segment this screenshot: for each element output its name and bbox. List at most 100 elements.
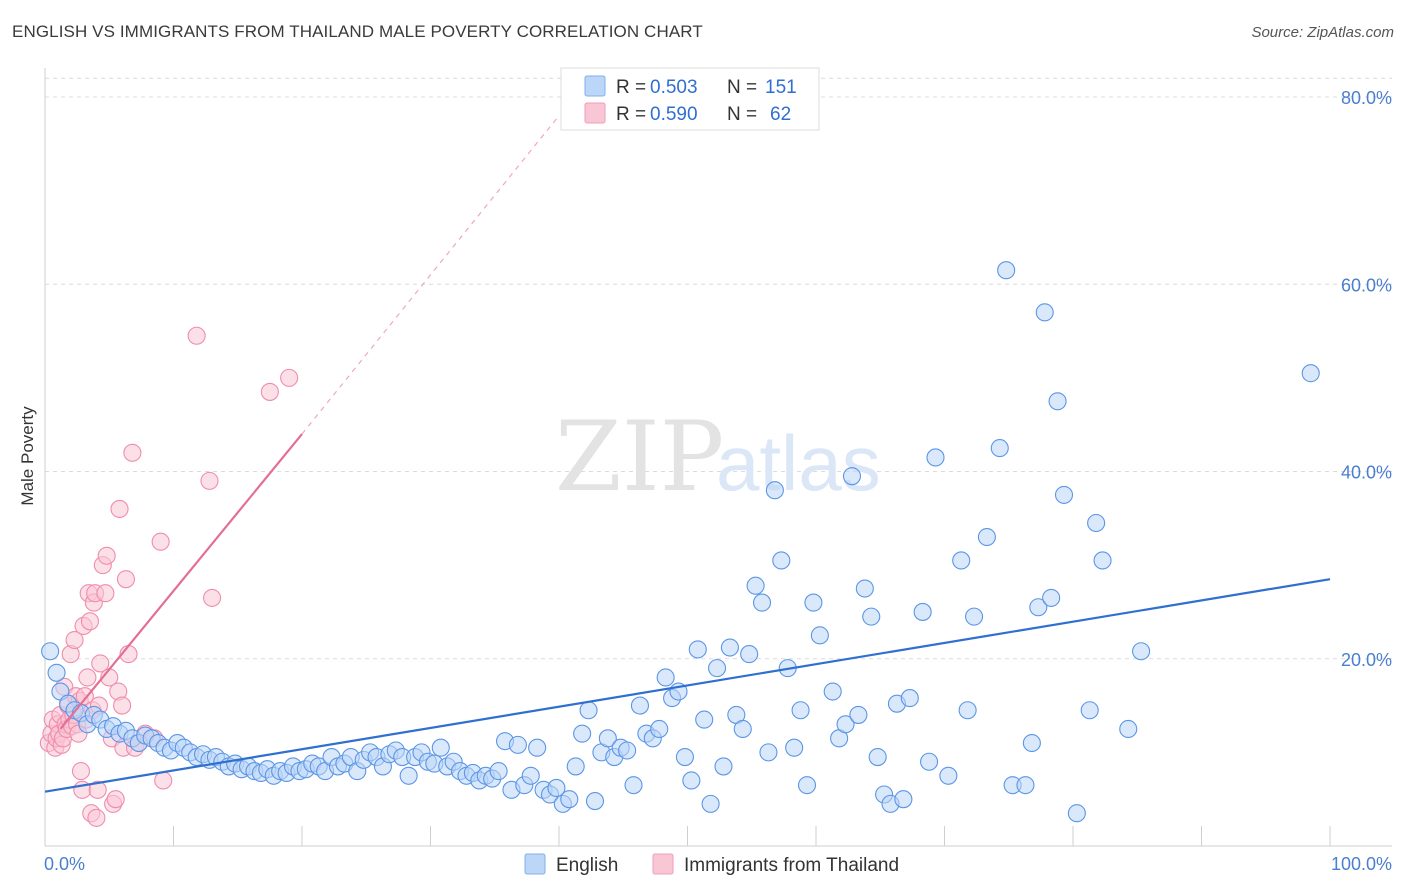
english-point (399, 766, 418, 785)
x-tick-label: 100.0% (1331, 854, 1392, 874)
thailand-point (113, 696, 132, 715)
thailand-point (97, 546, 116, 565)
english-point (900, 689, 919, 708)
english-point (618, 741, 637, 760)
english-point (894, 790, 913, 809)
thailand-point (91, 654, 110, 673)
english-point (939, 766, 958, 785)
english-point (47, 663, 66, 682)
english-point (836, 715, 855, 734)
watermark-atlas: atlas (716, 419, 881, 507)
english-point (1080, 701, 1099, 720)
english-point (521, 766, 540, 785)
legend-r-label: R = (616, 104, 646, 125)
legend-n-value: 151 (765, 77, 797, 98)
y-tick-label: 40.0% (1341, 463, 1392, 483)
legend-r-label: R = (616, 77, 646, 98)
english-point (528, 738, 547, 757)
english-point (772, 551, 791, 570)
grid-lines (45, 77, 1392, 660)
english-point (958, 701, 977, 720)
english-point (688, 640, 707, 659)
english-point (566, 757, 585, 776)
english-point (41, 642, 60, 661)
x-tick-label: 0.0% (44, 854, 85, 874)
thailand-point (203, 588, 222, 607)
english-point (997, 261, 1016, 280)
thailand-point (154, 771, 173, 790)
english-point (682, 771, 701, 790)
series-english-points (41, 261, 1320, 823)
thailand-point (116, 570, 136, 589)
english-point (630, 696, 650, 715)
english-point (1087, 513, 1106, 533)
legend-n-value: 62 (770, 104, 791, 125)
thailand-point (75, 687, 94, 706)
english-point (855, 579, 874, 598)
english-point (849, 705, 868, 724)
trend-lines (44, 115, 1331, 793)
watermark-zip: ZIP (555, 401, 724, 513)
english-point (1016, 776, 1035, 795)
english-point (1029, 598, 1048, 617)
english-point (990, 439, 1009, 458)
english-point (1067, 804, 1086, 823)
thailand-point (65, 630, 84, 650)
thailand-point (123, 443, 142, 462)
english-point (1048, 392, 1067, 411)
english-point (842, 467, 862, 486)
english-point (752, 593, 772, 612)
thailand-point (96, 584, 115, 603)
legend-swatch-thailand (584, 102, 606, 124)
chart-title: ENGLISH VS IMMIGRANTS FROM THAILAND MALE… (12, 22, 703, 41)
english-point (1035, 303, 1054, 322)
english-point (791, 701, 810, 720)
english-point (714, 757, 733, 776)
legend-r-value: 0.503 (650, 77, 698, 98)
english-point (431, 738, 450, 757)
english-point (759, 743, 778, 762)
english-point (701, 794, 720, 813)
english-point (952, 551, 971, 570)
y-tick-label: 20.0% (1341, 650, 1392, 670)
english-point (965, 607, 984, 626)
thailand-point (260, 382, 279, 401)
english-point (560, 790, 579, 809)
english-point (1093, 551, 1112, 570)
thailand-trend-extension (301, 115, 560, 435)
y-tick-label: 80.0% (1341, 88, 1392, 108)
legend-n-label: N = (727, 104, 757, 125)
english-point (740, 645, 759, 664)
thailand-point (280, 368, 299, 387)
source-label: Source: ZipAtlas.com (1251, 24, 1394, 41)
english-point (720, 638, 739, 657)
watermark: ZIP atlas (555, 401, 881, 513)
english-point (547, 778, 566, 798)
english-point (1022, 733, 1041, 753)
tick-labels: 20.0% 40.0% 60.0% 80.0% 0.0% 100.0% (44, 88, 1392, 874)
english-point (797, 776, 817, 795)
english-point (650, 719, 669, 739)
thailand-point (187, 326, 206, 345)
english-point (1132, 642, 1151, 661)
english-point (823, 682, 842, 701)
english-point (573, 724, 592, 743)
english-point (598, 729, 617, 748)
english-trend-line (44, 578, 1331, 793)
english-point (868, 748, 887, 767)
bottom-legend-swatch-thailand (652, 853, 674, 875)
english-point (1119, 719, 1138, 739)
english-point (926, 448, 945, 467)
bottom-legend: English Immigrants from Thailand (524, 853, 899, 876)
bottom-legend-label-english: English (556, 855, 618, 876)
english-point (579, 701, 598, 720)
thailand-point (200, 471, 219, 490)
thailand-point (78, 668, 97, 687)
thailand-point (106, 790, 125, 809)
english-point (920, 752, 939, 771)
english-point (862, 607, 881, 626)
thailand-point (87, 808, 106, 827)
english-point (624, 776, 643, 795)
thailand-point (88, 780, 107, 799)
